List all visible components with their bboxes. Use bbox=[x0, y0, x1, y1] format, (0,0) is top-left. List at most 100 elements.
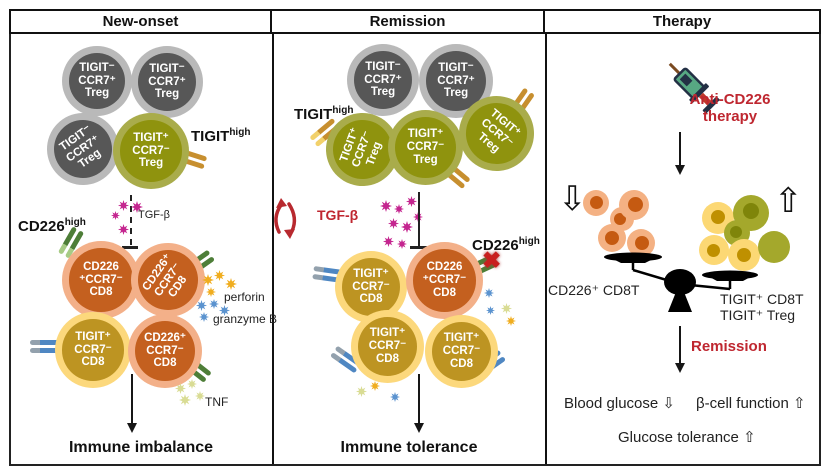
tigit-cell bbox=[702, 202, 734, 234]
granzyme-label: granzyme B bbox=[213, 312, 278, 326]
cd8-cell: CD226⁺ CCR7⁻ CD8 bbox=[128, 314, 202, 388]
increase-arrow-icon: ⇧ bbox=[774, 182, 803, 220]
cd226-cd8t-cell bbox=[598, 224, 626, 252]
granzyme-star-icon bbox=[219, 305, 230, 316]
tigit-receptor-icon bbox=[30, 340, 60, 353]
tgfb-star-icon bbox=[394, 204, 404, 214]
cd8-cell-label: CD226 ⁺CCR7⁻ CD8 bbox=[69, 248, 133, 312]
inhibition-line-dashed bbox=[130, 195, 132, 245]
cd8-cell: CD226 ⁺CCR7⁻ CD8 bbox=[62, 241, 140, 319]
treg-cell: TIGIT⁺ CCR7⁻ Treg bbox=[113, 113, 189, 189]
decrease-arrow-icon: ⇩ bbox=[558, 180, 587, 218]
header-remission: Remission bbox=[270, 9, 545, 34]
tgfb-star-icon bbox=[397, 239, 407, 249]
tnf-star-icon bbox=[175, 383, 186, 394]
header-remission-label: Remission bbox=[369, 13, 446, 30]
treg-cell-label: TIGIT⁻ CCR7⁺ Treg bbox=[137, 52, 197, 112]
outcome-immune-tolerance: Immune tolerance bbox=[340, 439, 478, 456]
cytokine-star-icon bbox=[501, 303, 512, 314]
inhibition-bar-icon bbox=[122, 246, 138, 249]
treg-cell-label: TIGIT⁺ CCR7⁻ Treg bbox=[120, 120, 182, 182]
cytokine-star-icon bbox=[484, 288, 494, 298]
cd8-cell-label: TIGIT⁺ CCR7⁻ CD8 bbox=[357, 316, 418, 377]
cytokine-star-icon bbox=[370, 381, 380, 391]
tigit-treg-cell bbox=[758, 231, 790, 263]
outcome-arrow-icon bbox=[126, 374, 137, 433]
panel-divider-2 bbox=[545, 32, 547, 464]
tgfb-star-icon bbox=[406, 196, 417, 207]
scale-right-label-1: TIGIT⁺ CD8T bbox=[720, 291, 804, 307]
tigit-high-annotation: TIGIThigh bbox=[294, 105, 354, 123]
tigit-cell bbox=[728, 239, 760, 271]
cd8-cell: TIGIT⁺ CCR7⁻ CD8 bbox=[425, 315, 498, 388]
tnf-star-icon bbox=[179, 394, 191, 406]
remission-arrow-icon bbox=[674, 326, 685, 373]
treg-cell-label: TIGIT⁻ CCR7⁺ Treg bbox=[68, 52, 126, 110]
perforin-star-icon bbox=[225, 278, 237, 290]
blocked-x-icon: ✖ bbox=[482, 247, 502, 273]
tgfb-star-icon bbox=[380, 200, 392, 212]
cd8-cell-label: TIGIT⁺ CCR7⁻ CD8 bbox=[62, 319, 124, 381]
inhibition-line-solid bbox=[418, 192, 420, 246]
outcome-immune-imbalance: Immune imbalance bbox=[68, 439, 214, 456]
cd8-cell: TIGIT⁺ CCR7⁻ CD8 bbox=[351, 310, 424, 383]
syringe-icon bbox=[668, 62, 720, 114]
inhibition-bar-icon bbox=[410, 246, 427, 249]
cytokine-star-icon bbox=[486, 306, 495, 315]
tgfb-label: TGF-β bbox=[138, 209, 170, 221]
treg-cell-label: TIGIT⁺ CCR7⁻ Treg bbox=[395, 117, 456, 178]
anti-cd226-label: Anti-CD226 therapy bbox=[689, 91, 771, 125]
cycle-arrows-icon bbox=[274, 198, 297, 239]
treg-cell: TIGIT⁻ CCR7⁺ Treg bbox=[62, 46, 132, 116]
tgfb-star-icon bbox=[111, 211, 120, 220]
cd8-cell: TIGIT⁺ CCR7⁻ CD8 bbox=[55, 312, 131, 388]
tgfb-label-red: TGF-β bbox=[317, 207, 359, 223]
cd226-high-annotation: CD226high bbox=[472, 236, 540, 254]
tgfb-star-icon bbox=[383, 236, 394, 247]
treg-cell: TIGIT⁺ CCR7⁻ Treg bbox=[388, 110, 463, 185]
treg-cell: TIGIT⁻ CCR7⁺ Treg bbox=[131, 46, 203, 118]
panel-divider-1 bbox=[272, 32, 274, 464]
granzyme-star-icon bbox=[209, 299, 219, 309]
effect-bcell-function: β-cell function ⇧ bbox=[696, 395, 806, 412]
tgfb-star-icon bbox=[118, 224, 129, 235]
header-therapy: Therapy bbox=[543, 9, 821, 34]
granzyme-star-icon bbox=[196, 300, 207, 311]
cytokine-star-icon bbox=[390, 392, 400, 402]
header-new-onset-label: New-onset bbox=[102, 13, 179, 30]
cytokine-star-icon bbox=[506, 316, 516, 326]
tgfb-star-icon bbox=[401, 221, 413, 233]
tgfb-star-icon bbox=[131, 201, 143, 213]
cd8-cell-label: CD226 ⁺CCR7⁻ CD8 bbox=[413, 249, 476, 312]
granzyme-star-icon bbox=[199, 312, 209, 322]
cd8-cell: TIGIT⁺ CCR7⁻ CD8 bbox=[335, 251, 407, 323]
cytokine-star-icon bbox=[356, 386, 367, 397]
remission-label: Remission bbox=[691, 338, 767, 355]
header-therapy-label: Therapy bbox=[652, 13, 712, 30]
tigit-cell bbox=[699, 235, 729, 265]
cd8-cell-label: TIGIT⁺ CCR7⁻ CD8 bbox=[431, 321, 492, 382]
cd226-cd8t-cell bbox=[619, 190, 649, 220]
cd226-cd8t-cell bbox=[583, 190, 609, 216]
cd8-cell-label: TIGIT⁺ CCR7⁻ CD8 bbox=[341, 257, 401, 317]
treg-cell-label: TIGIT⁻ CCR7⁺ Treg bbox=[353, 50, 413, 110]
cd226-cd8t-cell bbox=[627, 229, 655, 257]
scale-left-label: CD226⁺ CD8T bbox=[548, 282, 640, 298]
cd8-cell: CD226 ⁺CCR7⁻ CD8 bbox=[406, 242, 483, 319]
tnf-label: TNF bbox=[205, 395, 229, 409]
outcome-arrow-icon bbox=[413, 374, 424, 433]
perforin-star-icon bbox=[206, 287, 216, 297]
effect-blood-glucose: Blood glucose ⇩ bbox=[564, 395, 675, 412]
perforin-label: perforin bbox=[224, 290, 265, 304]
balance-scale-icon bbox=[604, 252, 758, 312]
tnf-star-icon bbox=[195, 391, 205, 401]
cd226-high-annotation: CD226high bbox=[18, 217, 86, 235]
tigit-high-annotation: TIGIThigh bbox=[191, 127, 251, 145]
scale-right-label-2: TIGIT⁺ Treg bbox=[720, 307, 796, 323]
effect-glucose-tolerance: Glucose tolerance ⇧ bbox=[618, 429, 756, 446]
tgfb-star-icon bbox=[118, 200, 129, 211]
therapy-arrow-icon bbox=[674, 132, 685, 175]
header-new-onset: New-onset bbox=[9, 9, 272, 34]
cd8-cell-label: CD226⁺ CCR7⁻ CD8 bbox=[135, 321, 195, 381]
